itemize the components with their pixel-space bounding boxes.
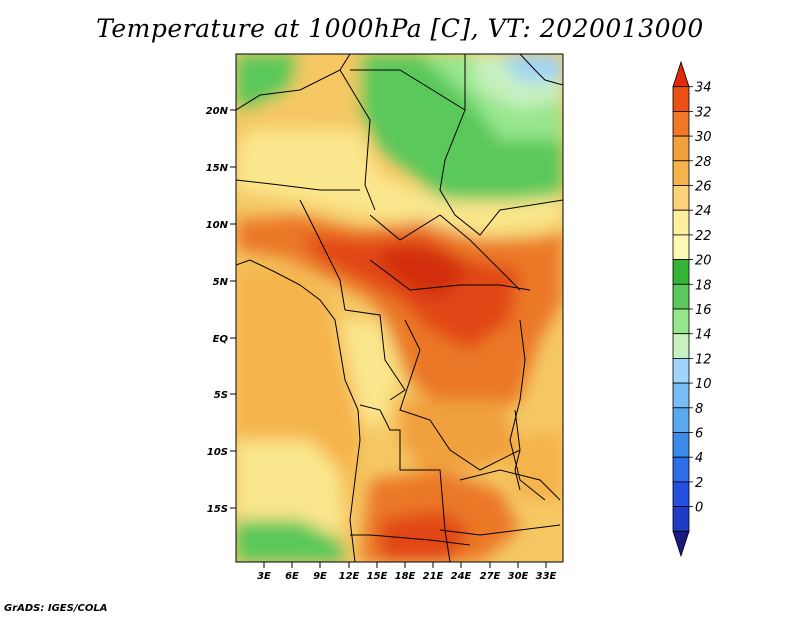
lat-tick-label: 15N bbox=[206, 163, 229, 174]
map-frame bbox=[235, 53, 564, 563]
colorbar-swatch bbox=[672, 432, 690, 458]
colorbar-label: 22 bbox=[695, 229, 712, 244]
colorbar-swatch bbox=[672, 160, 690, 186]
field-nw-green bbox=[236, 54, 300, 110]
lat-tick-label: 15S bbox=[207, 504, 228, 515]
temperature-field bbox=[236, 54, 563, 562]
border-east bbox=[509, 319, 546, 501]
colorbar-label: 16 bbox=[695, 303, 712, 318]
lat-tick-label: EQ bbox=[213, 334, 229, 345]
colorbar-label: 24 bbox=[695, 204, 712, 219]
border-car bbox=[369, 214, 521, 291]
colorbar-swatch bbox=[672, 382, 690, 409]
field-sahel-yellow bbox=[236, 130, 563, 235]
border-libya-chad bbox=[350, 54, 466, 111]
colorbar-label: 10 bbox=[695, 377, 712, 392]
border-gabon-congo bbox=[344, 309, 406, 401]
colorbar-swatch bbox=[672, 234, 690, 260]
longitude-ticks: 3E 6E 9E 12E 15E 18E 21E 24E 27E 30E 33E bbox=[257, 562, 557, 582]
lon-tick-label: 6E bbox=[285, 571, 299, 582]
lat-tick-label: 10S bbox=[207, 447, 228, 458]
colorbar-label: 18 bbox=[695, 278, 712, 293]
field-corner-colder bbox=[500, 54, 563, 82]
border-niger-chad bbox=[339, 69, 376, 211]
border-north bbox=[236, 54, 351, 111]
lat-tick-label: 5S bbox=[214, 390, 228, 401]
colorbar-label: 20 bbox=[695, 254, 712, 269]
border-nigeria-cameroon bbox=[299, 199, 346, 311]
lon-tick-label: 27E bbox=[480, 571, 501, 582]
colorbar-swatch bbox=[672, 333, 690, 359]
lon-tick-label: 18E bbox=[395, 571, 416, 582]
lon-tick-label: 12E bbox=[339, 571, 360, 582]
colorbar-label: 14 bbox=[695, 328, 712, 343]
grads-credit: GrADS: IGES/COLA bbox=[4, 603, 108, 614]
colorbar-swatch bbox=[672, 111, 690, 137]
colorbar-label: 34 bbox=[695, 81, 712, 96]
colorbar-swatch bbox=[672, 357, 690, 384]
lon-tick-label: 15E bbox=[367, 571, 388, 582]
colorbar-swatch bbox=[672, 456, 690, 483]
border-great-lakes bbox=[514, 409, 521, 491]
border-far-south bbox=[439, 524, 561, 536]
colorbar-swatch bbox=[672, 530, 690, 558]
colorbar-swatch bbox=[672, 185, 690, 211]
colorbar-swatch bbox=[672, 506, 690, 532]
field-central-south bbox=[400, 400, 520, 470]
colorbar-swatch bbox=[672, 209, 690, 236]
colorbar-swatch bbox=[672, 60, 690, 88]
border-chad-sudan bbox=[439, 109, 563, 236]
colorbar-swatch bbox=[672, 308, 690, 335]
colorbar-label: 28 bbox=[695, 155, 712, 170]
field-hot-core bbox=[300, 235, 520, 350]
colorbar-label: 0 bbox=[695, 501, 703, 516]
lat-tick-label: 20N bbox=[206, 106, 229, 117]
country-borders bbox=[236, 54, 563, 562]
border-nigeria-north bbox=[236, 179, 360, 191]
colorbar-label: 2 bbox=[695, 476, 703, 491]
colorbar-label: 4 bbox=[695, 451, 703, 466]
lon-tick-label: 21E bbox=[423, 571, 444, 582]
lat-tick-label: 5N bbox=[213, 277, 229, 288]
latitude-ticks: 20N 15N 10N 5N EQ 5S 10S 15S bbox=[206, 106, 236, 515]
colorbar-label: 32 bbox=[695, 105, 712, 120]
lon-tick-label: 24E bbox=[451, 571, 472, 582]
colorbar-label: 6 bbox=[695, 427, 703, 442]
colorbar-swatch bbox=[672, 259, 690, 285]
field-ocean-southwest bbox=[236, 520, 345, 562]
map-title: Temperature at 1000hPa [C], VT: 20200130… bbox=[96, 14, 704, 43]
field-coast-yellow bbox=[340, 320, 400, 430]
border-coastline-west bbox=[236, 259, 361, 562]
colorbar-swatch bbox=[672, 135, 690, 162]
lon-tick-label: 30E bbox=[508, 571, 529, 582]
colorbar-swatch bbox=[672, 481, 690, 507]
colorbar-label: 12 bbox=[695, 352, 712, 367]
colorbar-label: 26 bbox=[695, 180, 712, 195]
border-angola bbox=[359, 404, 451, 562]
lon-tick-label: 33E bbox=[536, 571, 557, 582]
colorbar-label: 30 bbox=[695, 130, 712, 145]
colorbar-swatch bbox=[672, 86, 690, 112]
border-car-south bbox=[369, 259, 531, 291]
border-drc bbox=[399, 319, 521, 471]
lon-tick-label: 3E bbox=[257, 571, 271, 582]
colorbar-label: 8 bbox=[695, 402, 703, 417]
colorbar-swatch bbox=[672, 407, 690, 433]
lon-tick-label: 9E bbox=[313, 571, 327, 582]
border-angola-namibia bbox=[350, 534, 471, 546]
border-zambia bbox=[459, 469, 561, 501]
lat-tick-label: 10N bbox=[206, 220, 229, 231]
border-northeast-coast bbox=[519, 54, 563, 86]
colorbar-swatch bbox=[672, 283, 690, 310]
